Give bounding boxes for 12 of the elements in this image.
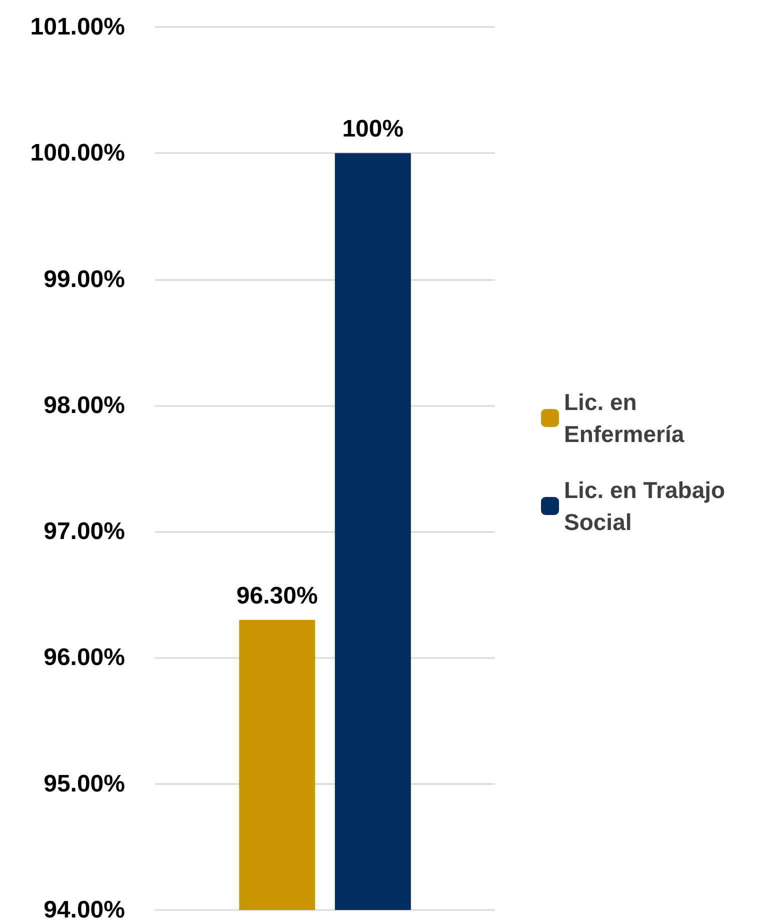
y-tick-label: 95.00% [44, 770, 125, 798]
y-tick-label: 96.00% [44, 644, 125, 672]
y-tick-label: 100.00% [30, 140, 125, 167]
y-tick-label: 101.00% [30, 14, 125, 40]
y-tick-label: 97.00% [44, 518, 125, 546]
data-label: 100% [342, 116, 404, 143]
y-tick-label: 94.00% [44, 896, 125, 924]
y-tick-label: 98.00% [44, 392, 125, 419]
data-label: 96.30% [236, 582, 318, 610]
legend-label: Lic. en Enfermería [564, 389, 684, 447]
legend-label: Lic. en Trabajo Social [564, 477, 732, 535]
y-tick-label: 99.00% [44, 266, 125, 293]
